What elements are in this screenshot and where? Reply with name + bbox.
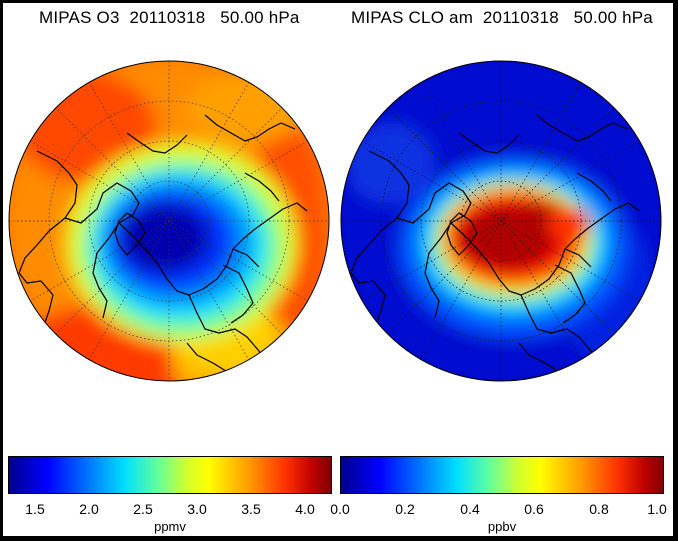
o3-map-border [8,60,330,382]
o3-tick: 2.0 [79,501,99,517]
o3-tick: 3.0 [187,501,207,517]
o3-graticule [9,61,329,381]
o3-tick: 1.5 [25,501,45,517]
clo-tick: 0.2 [395,501,415,517]
title-clo: MIPAS CLO am 20110318 50.00 hPa [351,8,653,27]
clo-tick: 0.0 [330,501,350,517]
clo-tick: 1.0 [647,501,667,517]
clo-tick: 0.8 [589,501,609,517]
o3-tick: 2.5 [133,501,153,517]
o3-units-label: ppmv [154,519,186,534]
figure-frame: MIPAS O3 20110318 50.00 hPa MIPAS CLO am… [3,3,673,536]
clo-map-border [340,60,662,382]
clo-field [341,61,661,381]
colorbar-o3 [8,456,332,494]
clo-coastlines [350,114,640,381]
clo-tick: 0.6 [524,501,544,517]
title-o3: MIPAS O3 20110318 50.00 hPa [39,8,300,27]
clo-graticule [341,61,661,381]
clo-units-label: ppbv [487,519,517,534]
o3-tick: 4.0 [295,501,315,517]
o3-field [9,61,329,381]
colorbar-clo [340,456,664,494]
map-clo [340,60,662,382]
map-o3 [8,60,330,382]
clo-tick: 0.4 [460,501,480,517]
o3-coastlines [18,114,308,381]
o3-tick: 3.5 [241,501,261,517]
